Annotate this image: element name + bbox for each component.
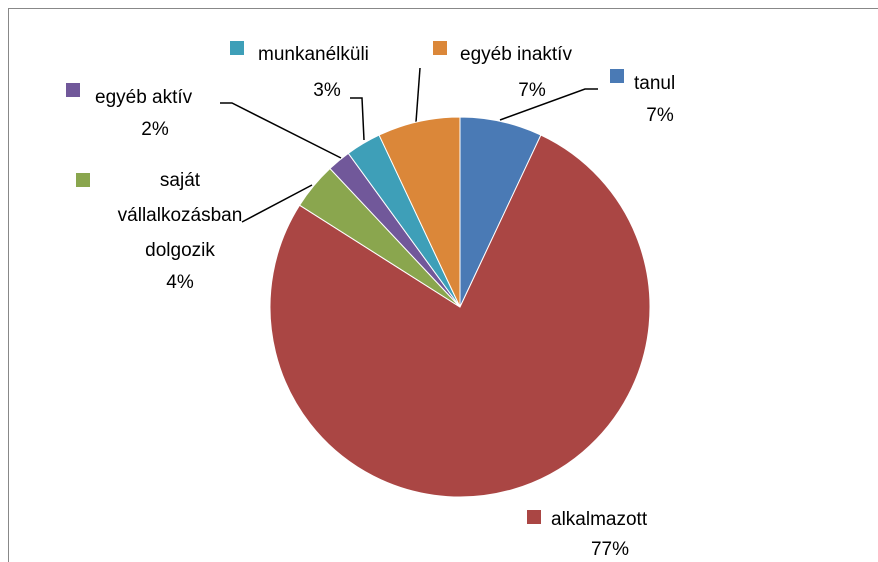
legend-swatch	[76, 173, 90, 187]
chart-border	[8, 8, 878, 562]
pie-slice	[378, 116, 461, 308]
slice-label: munkanélküli	[258, 44, 369, 65]
slice-label: alkalmazott	[551, 509, 648, 530]
slice-value: 7%	[646, 105, 674, 126]
leader-line	[350, 97, 365, 141]
leader-line	[220, 102, 342, 159]
legend-swatch	[433, 41, 447, 55]
slice-label: saját vállalkozásban dolgozik	[118, 170, 243, 261]
slice-label: tanul	[634, 73, 675, 94]
slice-label: egyéb aktív	[95, 87, 193, 108]
legend-swatch	[527, 510, 541, 524]
leader-line	[499, 88, 598, 121]
leader-line	[415, 67, 421, 123]
slice-value: 4%	[166, 272, 194, 293]
slice-value: 77%	[591, 539, 629, 560]
label-line: saját	[160, 170, 201, 191]
legend-swatch	[66, 83, 80, 97]
label-line: dolgozik	[145, 240, 215, 261]
leader-lines	[220, 67, 598, 223]
legend-swatch	[230, 41, 244, 55]
slice-label: egyéb inaktív	[460, 44, 572, 65]
legend-swatch	[610, 69, 624, 83]
slice-value: 7%	[518, 80, 546, 101]
slice-value: 2%	[141, 119, 169, 140]
leader-line	[241, 184, 313, 223]
pie-slice	[269, 134, 651, 498]
slice-value: 3%	[313, 80, 341, 101]
label-line: vállalkozásban	[118, 205, 243, 226]
